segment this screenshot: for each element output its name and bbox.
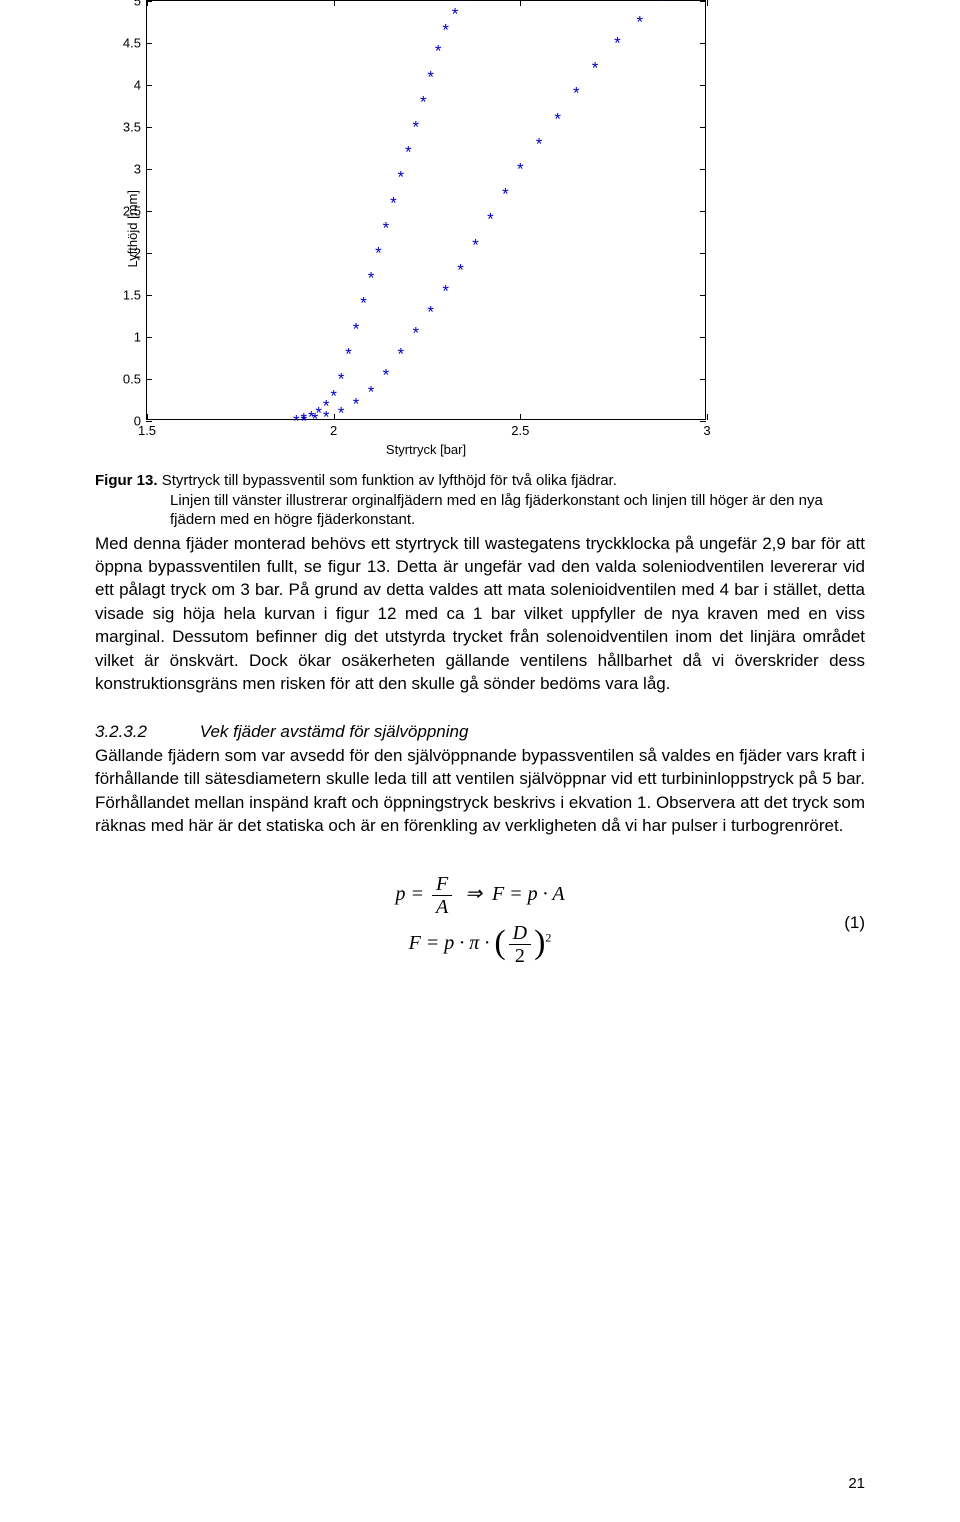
data-marker: * [300, 413, 307, 430]
data-marker: * [592, 60, 599, 77]
equation-1-line1: p = FA ⇒ F = p · A F = p · π · (D2)2 [95, 873, 865, 967]
data-marker: * [487, 211, 494, 228]
ytick-label: 2.5 [123, 204, 147, 219]
x-axis-label: Styrtryck [bar] [146, 442, 706, 457]
data-marker: * [442, 22, 449, 39]
data-marker: * [435, 43, 442, 60]
data-marker: * [659, 0, 666, 10]
data-marker: * [330, 387, 337, 404]
data-marker: * [536, 135, 543, 152]
data-marker: * [368, 383, 375, 400]
data-marker: * [390, 194, 397, 211]
data-marker: * [452, 5, 459, 22]
caption-line2: Linjen till vänster illustrerar orginalf… [95, 491, 865, 530]
ytick-label: 0.5 [123, 372, 147, 387]
data-marker: * [293, 413, 300, 430]
ytick-label: 4.5 [123, 36, 147, 51]
data-marker: * [368, 270, 375, 287]
ytick-label: 1.5 [123, 288, 147, 303]
xtick-label: 1.5 [138, 419, 156, 438]
figure-caption: Figur 13. Styrtryck till bypassventil so… [95, 471, 865, 530]
data-marker: * [442, 282, 449, 299]
data-marker: * [338, 404, 345, 421]
plot-area: 00.511.522.533.544.551.522.53***********… [146, 0, 706, 420]
data-marker: * [405, 144, 412, 161]
equation-block: p = FA ⇒ F = p · A F = p · π · (D2)2 (1) [95, 873, 865, 967]
page: Lyfthöjd [mm] 00.511.522.533.544.551.522… [0, 0, 960, 1522]
data-marker: * [345, 345, 352, 362]
data-marker: * [461, 0, 468, 10]
paragraph-1: Med denna fjäder monterad behövs ett sty… [95, 532, 865, 696]
section-heading: 3.2.3.2 Vek fjäder avstämd för självöppn… [95, 722, 865, 742]
chart-region: Lyfthöjd [mm] 00.511.522.533.544.551.522… [125, 0, 865, 457]
paragraph-2: Gällande fjädern som var avsedd för den … [95, 744, 865, 838]
data-marker: * [312, 411, 319, 428]
page-number: 21 [848, 1475, 865, 1492]
ytick-label: 3 [134, 162, 147, 177]
data-marker: * [472, 236, 479, 253]
figure-label: Figur 13. [95, 472, 158, 489]
data-marker: * [517, 161, 524, 178]
data-marker: * [383, 219, 390, 236]
data-marker: * [353, 396, 360, 413]
data-marker: * [636, 14, 643, 31]
data-marker: * [323, 408, 330, 425]
data-marker: * [338, 371, 345, 388]
data-marker: * [427, 303, 434, 320]
data-marker: * [412, 324, 419, 341]
ytick-label: 1 [134, 330, 147, 345]
caption-line1: Styrtryck till bypassventil som funktion… [162, 472, 617, 489]
ytick-label: 5 [134, 0, 147, 9]
ytick-label: 4 [134, 78, 147, 93]
data-marker: * [427, 68, 434, 85]
data-marker: * [375, 245, 382, 262]
data-marker: * [614, 35, 621, 52]
data-marker: * [360, 295, 367, 312]
xtick-label: 2.5 [511, 419, 529, 438]
data-marker: * [398, 345, 405, 362]
data-marker: * [457, 261, 464, 278]
section-title: Vek fjäder avstämd för självöppning [200, 722, 469, 741]
data-marker: * [502, 186, 509, 203]
chart-box: 00.511.522.533.544.551.522.53***********… [146, 0, 706, 457]
equation-number: (1) [844, 913, 865, 933]
data-marker: * [554, 110, 561, 127]
data-marker: * [353, 320, 360, 337]
data-marker: * [420, 93, 427, 110]
section-number: 3.2.3.2 [95, 722, 195, 742]
xtick-label: 2 [330, 419, 337, 438]
ytick-label: 3.5 [123, 120, 147, 135]
equation-1-line2: F = p · π · (D2)2 [95, 922, 865, 967]
data-marker: * [383, 366, 390, 383]
xtick-label: 3 [703, 419, 710, 438]
ytick-label: 2 [134, 246, 147, 261]
data-marker: * [398, 169, 405, 186]
data-marker: * [412, 119, 419, 136]
data-marker: * [573, 85, 580, 102]
